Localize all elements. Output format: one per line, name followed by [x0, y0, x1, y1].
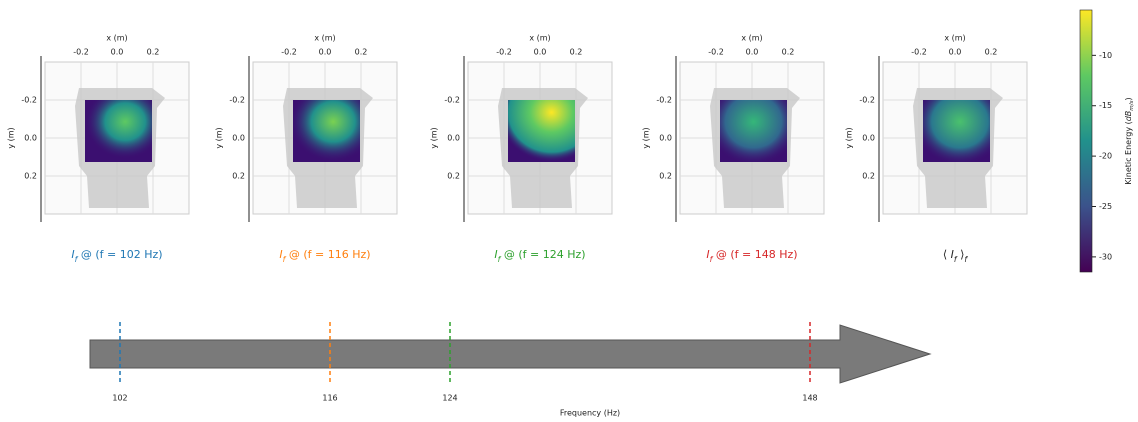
label-part: Kinetic Energy (	[1124, 121, 1133, 184]
colorbar-tick-label: -20	[1099, 152, 1112, 161]
colorbar-label: Kinetic Energy (dBm/s)	[1124, 97, 1135, 184]
x-tick-label: 0.2	[355, 48, 368, 57]
x-tick-label: 0.2	[147, 48, 160, 57]
frequency-arrow	[89, 324, 932, 384]
y-axis-label: y (m)	[215, 127, 224, 148]
x-tick-label: -0.2	[496, 48, 512, 57]
label-part: f	[498, 255, 502, 264]
panel-label: If @ (f = 124 Hz)	[494, 248, 585, 264]
label-part: f	[964, 255, 968, 264]
heatmap	[720, 100, 787, 162]
label-part: ⟩	[957, 248, 965, 261]
heatmap	[508, 100, 575, 162]
y-tick-label: 0.0	[24, 134, 37, 143]
y-tick-label: -0.2	[444, 96, 460, 105]
panel-label: If @ (f = 116 Hz)	[279, 248, 370, 264]
y-tick-label: 0.0	[862, 134, 875, 143]
y-tick-label: -0.2	[21, 96, 37, 105]
label-part: )	[1124, 97, 1133, 100]
y-tick-label: 0.2	[659, 172, 672, 181]
y-axis-label: y (m)	[845, 127, 854, 148]
frequency-axis-label: Frequency (Hz)	[560, 409, 620, 418]
label-part: @ (f = 148 Hz)	[712, 248, 797, 261]
label-part: dB	[1124, 111, 1133, 122]
label-part: f	[954, 255, 958, 264]
x-tick-label: 0.0	[746, 48, 759, 57]
frequency-tick-label: 102	[112, 394, 127, 403]
y-axis-label: y (m)	[430, 127, 439, 148]
label-part: f	[283, 255, 287, 264]
colorbar-tick-label: -30	[1099, 252, 1112, 261]
label-part: I	[494, 248, 497, 261]
x-tick-label: 0.2	[782, 48, 795, 57]
label-part: f	[710, 255, 714, 264]
x-tick-label: -0.2	[281, 48, 297, 57]
y-axis-label: y (m)	[7, 127, 16, 148]
frequency-tick-label: 124	[442, 394, 457, 403]
x-tick-label: 0.2	[570, 48, 583, 57]
label-part: m/s	[1129, 100, 1135, 110]
panel-label: If @ (f = 148 Hz)	[706, 248, 797, 264]
y-tick-label: 0.0	[232, 134, 245, 143]
x-tick-label: 0.2	[985, 48, 998, 57]
label-part: I	[279, 248, 282, 261]
y-tick-label: 0.0	[659, 134, 672, 143]
colorbar-tick-label: -15	[1099, 101, 1112, 110]
heatmap	[923, 100, 990, 162]
y-tick-label: 0.2	[232, 172, 245, 181]
label-part: @ (f = 116 Hz)	[285, 248, 370, 261]
y-tick-label: 0.2	[24, 172, 37, 181]
panel-label: ⟨ If ⟩f	[943, 248, 969, 264]
label-part: @ (f = 102 Hz)	[77, 248, 162, 261]
y-tick-label: -0.2	[656, 96, 672, 105]
x-axis-label: x (m)	[106, 34, 127, 43]
label-part: @ (f = 124 Hz)	[500, 248, 585, 261]
x-tick-label: 0.0	[949, 48, 962, 57]
frequency-tick-label: 148	[802, 394, 817, 403]
x-axis-label: x (m)	[529, 34, 550, 43]
x-tick-label: -0.2	[73, 48, 89, 57]
frequency-tick-label: 116	[322, 394, 337, 403]
panel-label: If @ (f = 102 Hz)	[71, 248, 162, 264]
colorbar	[1079, 9, 1093, 273]
label-part: I	[706, 248, 709, 261]
x-tick-label: 0.0	[111, 48, 124, 57]
y-axis-label: y (m)	[642, 127, 651, 148]
label-part: ⟨	[943, 248, 951, 261]
y-tick-label: 0.2	[447, 172, 460, 181]
x-tick-label: -0.2	[708, 48, 724, 57]
x-tick-label: -0.2	[911, 48, 927, 57]
label-part: I	[951, 248, 954, 261]
heatmap	[85, 100, 152, 162]
x-axis-label: x (m)	[741, 34, 762, 43]
x-axis-label: x (m)	[944, 34, 965, 43]
y-tick-label: 0.2	[862, 172, 875, 181]
label-part: f	[75, 255, 79, 264]
x-tick-label: 0.0	[534, 48, 547, 57]
y-tick-label: 0.0	[447, 134, 460, 143]
x-tick-label: 0.0	[319, 48, 332, 57]
label-part: I	[71, 248, 74, 261]
y-tick-label: -0.2	[859, 96, 875, 105]
heatmap	[293, 100, 360, 162]
colorbar-tick-label: -10	[1099, 51, 1112, 60]
colorbar-tick-label: -25	[1099, 202, 1112, 211]
y-tick-label: -0.2	[229, 96, 245, 105]
x-axis-label: x (m)	[314, 34, 335, 43]
